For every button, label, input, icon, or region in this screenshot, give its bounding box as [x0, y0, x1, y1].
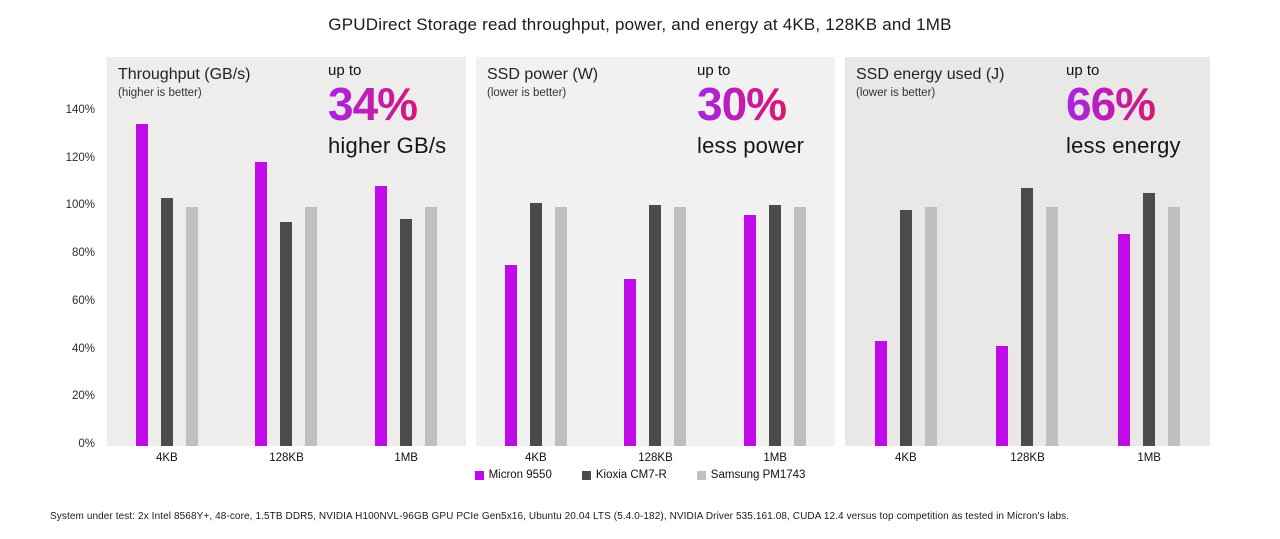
bar-kioxia-cm7-r [899, 210, 912, 446]
category-label: 1MB [394, 452, 418, 464]
claim: up to 66% less energy [1066, 63, 1181, 157]
bar-micron-9550 [375, 186, 388, 446]
bar-kioxia-cm7-r [160, 198, 173, 446]
claim: up to 34% higher GB/s [328, 63, 446, 157]
bar-groups: 4KB 128KB 1MB [107, 57, 466, 464]
bar-group: 1MB [375, 186, 438, 464]
bar-group: 4KB [504, 203, 567, 464]
bar-kioxia-cm7-r [280, 222, 293, 446]
chart-panel: Throughput (GB/s) (higher is better) up to… [107, 57, 466, 464]
chart-panel: SSD energy used (J) (lower is better) up t… [845, 57, 1210, 464]
panel-subtitle: (higher is better) [118, 87, 202, 100]
y-axis-tick-label: 0% [78, 438, 95, 450]
bar-kioxia-cm7-r [400, 219, 413, 446]
bar-micron-9550 [1118, 234, 1131, 446]
legend-item: Samsung PM1743 [696, 469, 806, 481]
legend-swatch [474, 470, 484, 480]
claim-prefix: up to [1066, 62, 1100, 79]
panel-title: SSD power (W) [487, 66, 599, 83]
bar-group: 1MB [1118, 193, 1181, 464]
bar-samsung-pm1743 [1168, 207, 1181, 446]
legend-swatch [581, 470, 591, 480]
bar-group: 128KB [996, 188, 1059, 464]
bar-samsung-pm1743 [305, 207, 318, 446]
y-axis-tick-label: 40% [71, 342, 95, 355]
legend-swatch [696, 470, 706, 480]
footnote: System under test: 2x Intel 8568Y+, 48-c… [50, 511, 1070, 522]
claim-suffix: less power [697, 132, 805, 158]
bar-kioxia-cm7-r [1021, 188, 1034, 446]
bar-group: 128KB [624, 205, 687, 464]
category-label: 1MB [1137, 452, 1161, 464]
legend: Micron 9550 Kioxia CM7-R Samsung PM1743 [0, 469, 1280, 481]
bar-micron-9550 [504, 265, 517, 446]
panel-header: SSD energy used (J) (lower is better) [856, 66, 1005, 101]
bar-samsung-pm1743 [554, 207, 567, 446]
claim-value: 30% [697, 81, 804, 128]
legend-item: Micron 9550 [474, 469, 552, 481]
category-label: 128KB [1010, 452, 1045, 464]
legend-item: Kioxia CM7-R [581, 469, 667, 481]
claim-prefix: up to [328, 62, 362, 79]
y-axis-tick-label: 120% [65, 151, 95, 164]
bar-group: 1MB [744, 205, 807, 464]
panel-header: Throughput (GB/s) (higher is better) [118, 66, 251, 101]
category-label: 4KB [894, 452, 917, 464]
bar-micron-9550 [135, 124, 148, 446]
y-axis-tick-label: 80% [71, 247, 95, 260]
bar-group: 4KB [874, 207, 937, 464]
y-axis-tick-label: 100% [65, 199, 95, 212]
category-label: 1MB [763, 452, 787, 464]
bar-kioxia-cm7-r [649, 205, 662, 446]
bar-samsung-pm1743 [794, 207, 807, 446]
bar-groups: 4KB 128KB 1MB [476, 57, 835, 464]
category-label: 128KB [638, 452, 673, 464]
bar-micron-9550 [255, 162, 268, 446]
bar-group: 4KB [135, 124, 198, 464]
legend-label: Samsung PM1743 [710, 469, 806, 481]
bar-micron-9550 [624, 279, 637, 446]
claim-prefix: up to [697, 62, 731, 79]
bar-samsung-pm1743 [924, 207, 937, 446]
bar-samsung-pm1743 [1046, 207, 1059, 446]
panel-header: SSD power (W) (lower is better) [487, 66, 598, 101]
panel-subtitle: (lower is better) [487, 87, 567, 100]
chart-title: GPUDirect Storage read throughput, power… [328, 15, 952, 34]
panel-subtitle: (lower is better) [856, 87, 936, 100]
bar-group: 128KB [255, 162, 318, 464]
legend-label: Kioxia CM7-R [595, 469, 667, 481]
bar-kioxia-cm7-r [769, 205, 782, 446]
bar-micron-9550 [744, 215, 757, 446]
y-axis-tick-label: 140% [65, 103, 95, 116]
bar-groups: 4KB 128KB 1MB [845, 57, 1210, 464]
bar-samsung-pm1743 [185, 207, 198, 446]
category-label: 128KB [269, 452, 304, 464]
claim-suffix: less energy [1066, 132, 1181, 158]
category-label: 4KB [524, 452, 547, 464]
y-axis-tick-label: 60% [71, 294, 95, 307]
legend-label: Micron 9550 [488, 469, 552, 481]
bar-kioxia-cm7-r [529, 203, 542, 446]
category-label: 4KB [155, 452, 178, 464]
claim-suffix: higher GB/s [328, 132, 447, 158]
bar-samsung-pm1743 [674, 207, 687, 446]
bar-kioxia-cm7-r [1143, 193, 1156, 446]
bar-micron-9550 [996, 346, 1009, 446]
claim-value: 66% [1066, 81, 1181, 128]
bar-samsung-pm1743 [425, 207, 438, 446]
claim: up to 30% less power [697, 63, 804, 157]
bar-micron-9550 [874, 341, 887, 446]
y-axis: 0% 20% 40% 60% 80% 100% 120% 140% [38, 0, 95, 460]
claim-value: 34% [328, 81, 446, 128]
chart-panel: SSD power (W) (lower is better) up to 30% le… [476, 57, 835, 464]
panel-title: Throughput (GB/s) [118, 66, 251, 83]
y-axis-tick-label: 20% [71, 390, 95, 403]
panel-title: SSD energy used (J) [856, 66, 1005, 83]
